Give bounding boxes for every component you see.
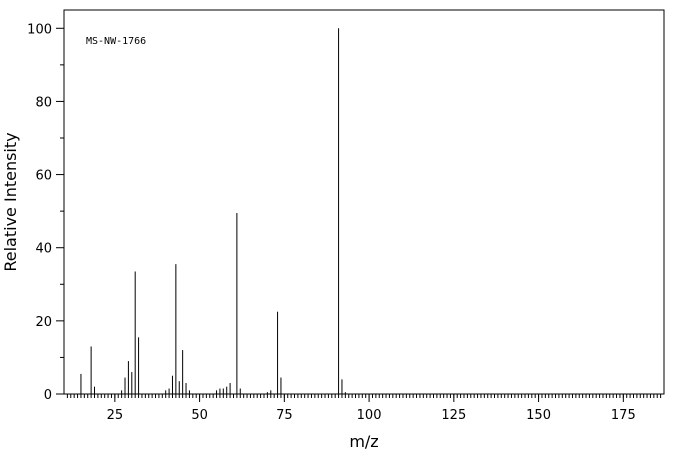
y-tick-label: 0 — [44, 388, 52, 403]
y-tick-label: 80 — [35, 95, 52, 110]
x-tick-label: 100 — [357, 408, 382, 423]
x-tick-label: 75 — [276, 408, 293, 423]
x-axis-title: m/z — [349, 432, 378, 451]
x-tick-label: 125 — [441, 408, 466, 423]
y-axis-title: Relative Intensity — [1, 132, 20, 271]
spectrum-id-label: MS-NW-1766 — [86, 36, 146, 47]
y-tick-label: 60 — [35, 169, 52, 184]
x-tick-label: 150 — [526, 408, 551, 423]
y-tick-label: 20 — [35, 315, 52, 330]
y-tick-label: 40 — [35, 242, 52, 257]
x-tick-label: 175 — [611, 408, 636, 423]
x-tick-label: 25 — [107, 408, 124, 423]
y-axis-ticks: 0 20 40 60 80 100 — [27, 22, 64, 403]
peak-series — [80, 28, 346, 394]
y-tick-label: 100 — [27, 22, 52, 37]
plot-frame — [63, 9, 665, 395]
x-tick-label: 50 — [191, 408, 208, 423]
x-minor-ticks — [66, 394, 662, 398]
x-axis-ticks: 25 50 75 100 125 150 175 — [107, 394, 636, 423]
